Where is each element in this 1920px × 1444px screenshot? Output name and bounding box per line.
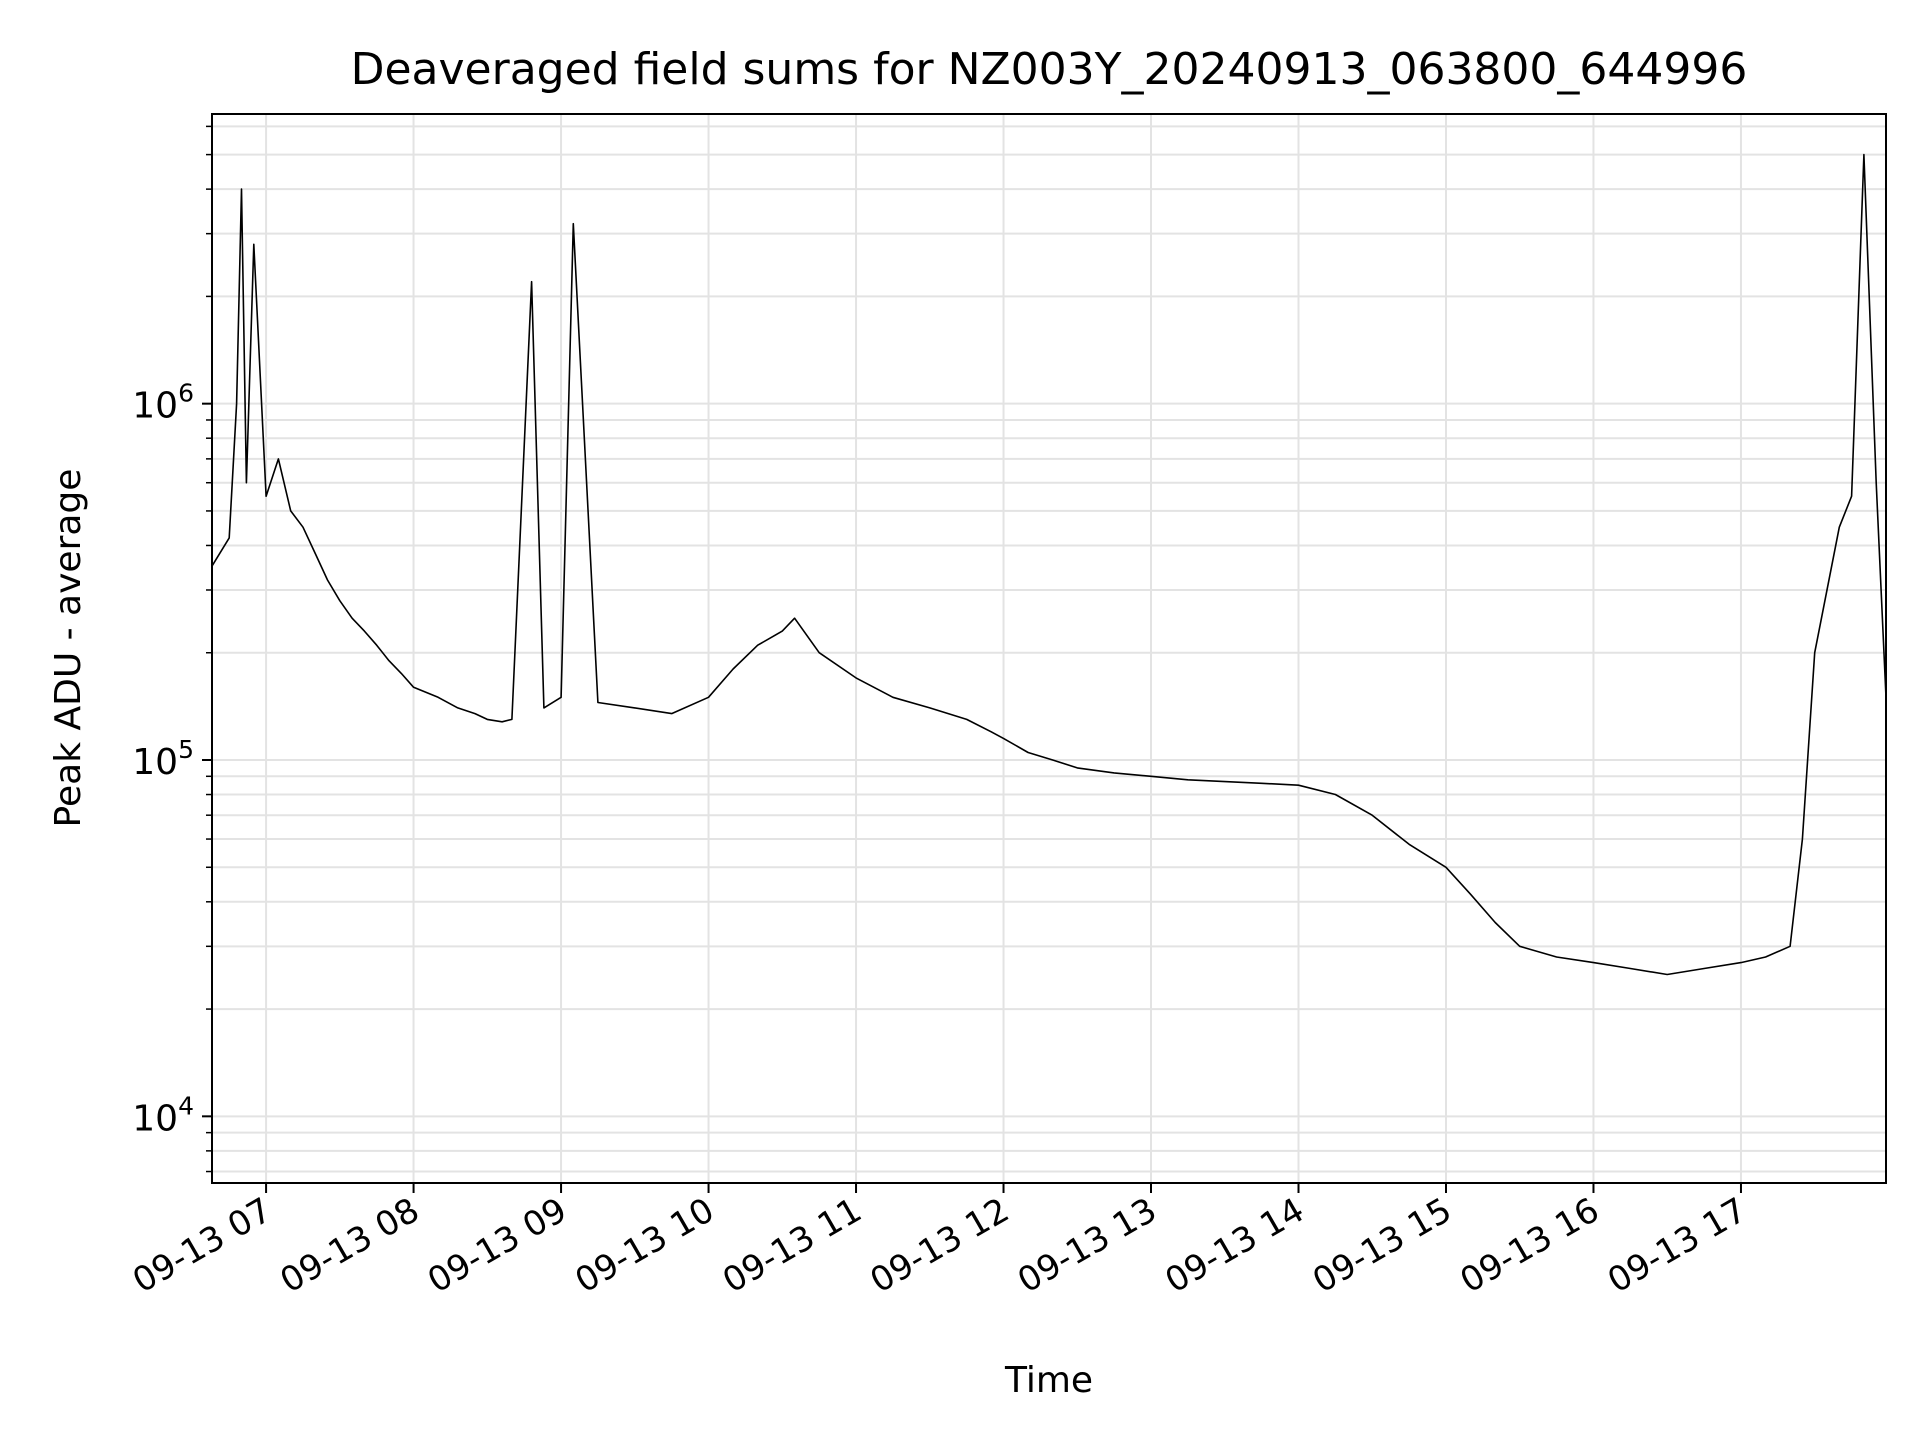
plot-frame bbox=[211, 113, 1887, 1184]
x-axis-label: Time bbox=[1004, 1360, 1093, 1401]
grid-layer bbox=[212, 114, 1886, 1183]
y-axis-label: Peak ADU - average bbox=[48, 469, 89, 828]
y-tick-label: 104 bbox=[132, 1091, 194, 1139]
chart-title: Deaveraged field sums for NZ003Y_2024091… bbox=[351, 44, 1748, 95]
series-line bbox=[211, 153, 1887, 976]
data-layer bbox=[211, 153, 1887, 976]
y-tick-label: 105 bbox=[132, 735, 194, 783]
y-tick-label: 106 bbox=[132, 379, 194, 427]
